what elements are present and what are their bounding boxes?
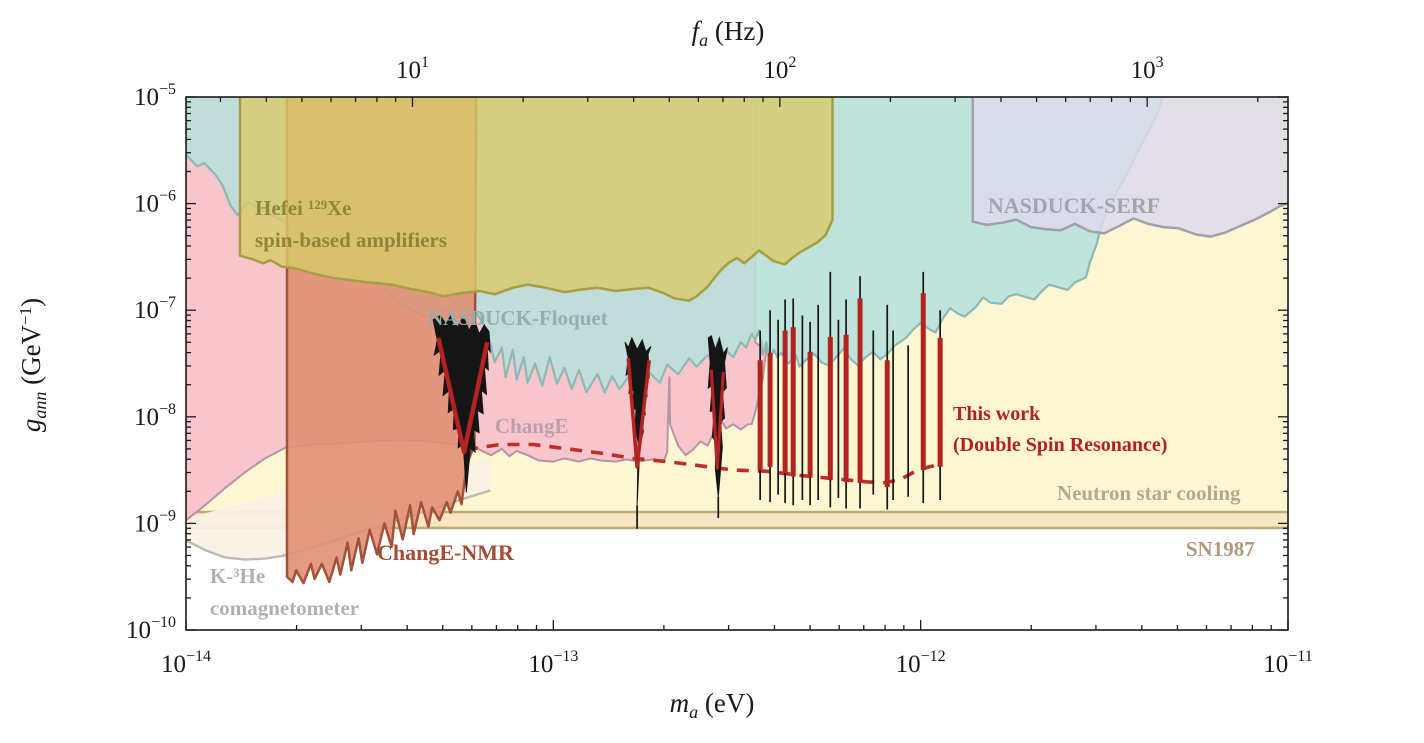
vee-red-2	[709, 369, 725, 470]
left-axis-title: gann (GeV−1)	[16, 298, 50, 432]
y-tick-label: 10−9	[134, 507, 176, 537]
plot-frame	[185, 96, 1289, 631]
x-top-tick-label: 101	[396, 54, 429, 84]
this-work-label-line2: (Double Spin Resonance)	[953, 434, 1167, 456]
vee-red-1	[626, 358, 651, 469]
sn1987-label: SN1987	[1186, 537, 1255, 561]
k3he-label-line2: comagnetometer	[210, 596, 359, 620]
top-axis-title: fa (Hz)	[692, 16, 765, 50]
region-sn1987-band	[186, 511, 1288, 528]
x-top-tick-label: 102	[763, 54, 796, 84]
nasduck-serf-label: NASDUCK-SERF	[988, 193, 1160, 218]
hefei-xe-label-line1: Hefei ¹²⁹Xe	[255, 196, 351, 220]
plot-area	[186, 97, 1288, 585]
x-top-tick-label: 103	[1131, 54, 1164, 84]
vee-black-0	[432, 313, 491, 493]
change-label: ChangE	[495, 414, 569, 438]
region-hefei-xe	[240, 97, 833, 301]
change-nmr-label: ChangE-NMR	[377, 540, 515, 565]
neutron-star-label: Neutron star cooling	[1057, 481, 1241, 505]
region-nasduck-serf-border	[971, 97, 1288, 238]
vee-red-0	[436, 337, 490, 455]
k3he-label-line1: K-³He	[210, 564, 265, 588]
y-tick-label: 10−6	[134, 188, 176, 218]
region-change-nmr-border	[285, 97, 478, 585]
hefei-xe-label-line2: spin-based amplifiers	[255, 228, 447, 252]
bottom-axis-title: ma (eV)	[670, 688, 755, 722]
region-nasduck-serf	[972, 97, 1288, 237]
nasduck-floquet-label: NASDUCK-Floquet	[428, 306, 608, 330]
region-hefei-xe-border	[238, 97, 834, 302]
this-work-label-line1: This work	[953, 403, 1041, 425]
